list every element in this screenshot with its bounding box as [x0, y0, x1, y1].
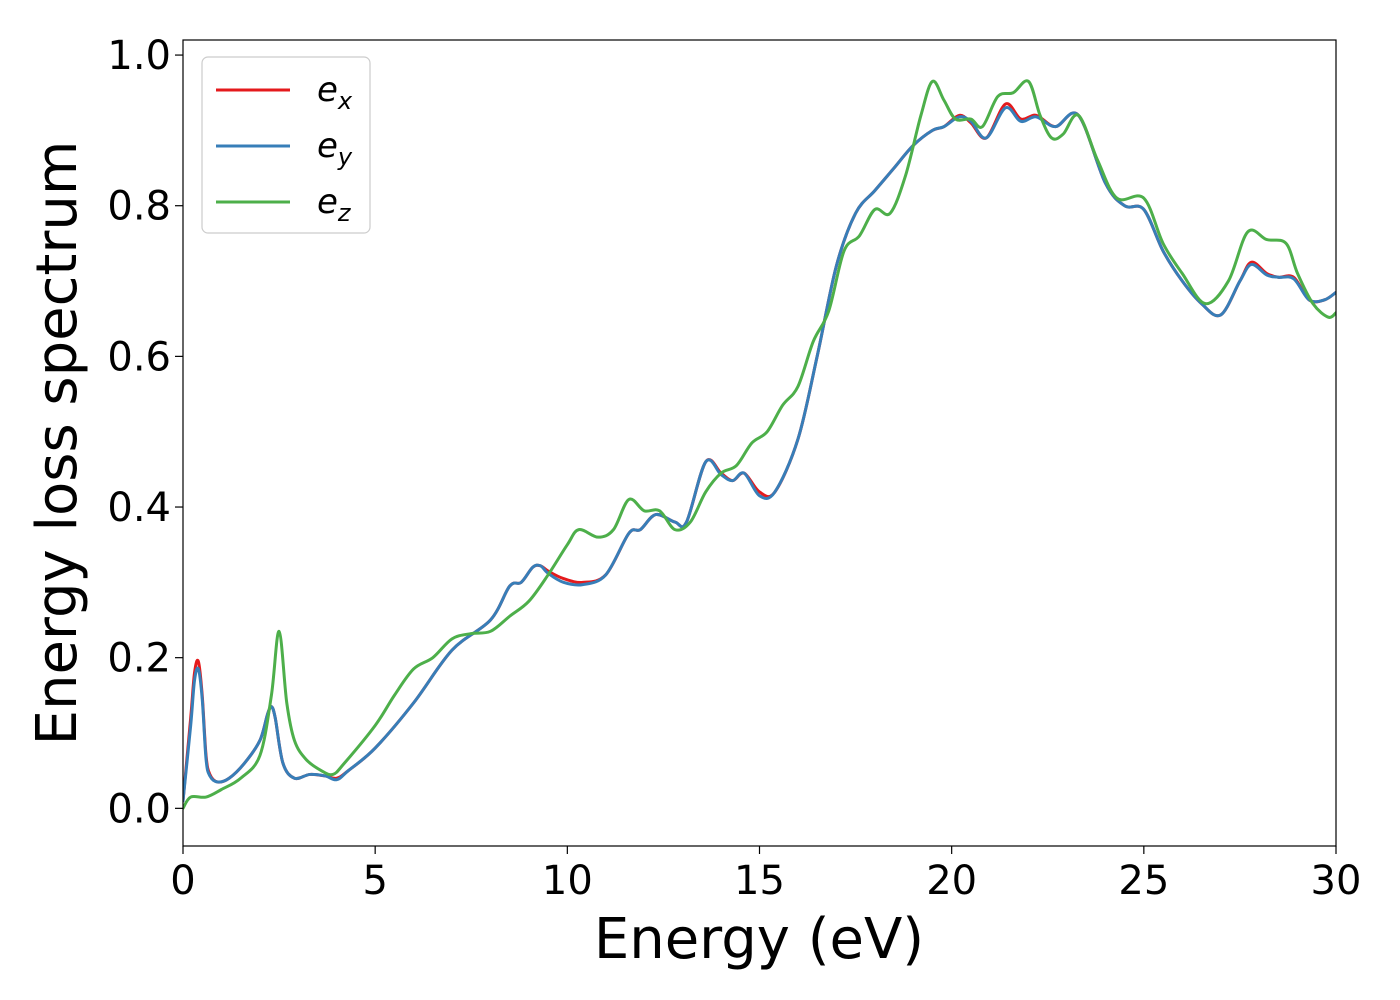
x-tick-label: 15	[734, 858, 785, 904]
legend-label-y: ey	[317, 126, 353, 171]
y-tick-label: 1.0	[107, 33, 171, 79]
y-tick-label: 0.8	[107, 184, 171, 230]
x-axis-label: Energy (eV)	[594, 907, 924, 972]
x-tick-label: 30	[1311, 858, 1362, 904]
y-tick-label: 0.2	[107, 636, 171, 682]
x-tick-label: 0	[170, 858, 195, 904]
x-tick-label: 10	[542, 858, 593, 904]
x-tick-label: 5	[362, 858, 387, 904]
series-line-y	[183, 106, 1336, 803]
plot-area	[183, 79, 1336, 810]
legend-label-x: ex	[317, 70, 353, 115]
x-tick-label: 25	[1118, 858, 1169, 904]
x-tick-label: 20	[926, 858, 977, 904]
y-tick-label: 0.6	[107, 334, 171, 380]
y-tick-label: 0.0	[107, 786, 171, 832]
legend-label-z: ez	[317, 182, 352, 227]
y-tick-label: 0.4	[107, 485, 171, 531]
series-line-z	[183, 79, 1336, 810]
y-axis-label: Energy loss spectrum	[25, 141, 90, 746]
legend: ex ey ez	[201, 56, 371, 234]
axes: 0 5 10 15 20 25 30 0.0 0.2 0.4 0.6 0.8 1.0	[107, 33, 1361, 904]
